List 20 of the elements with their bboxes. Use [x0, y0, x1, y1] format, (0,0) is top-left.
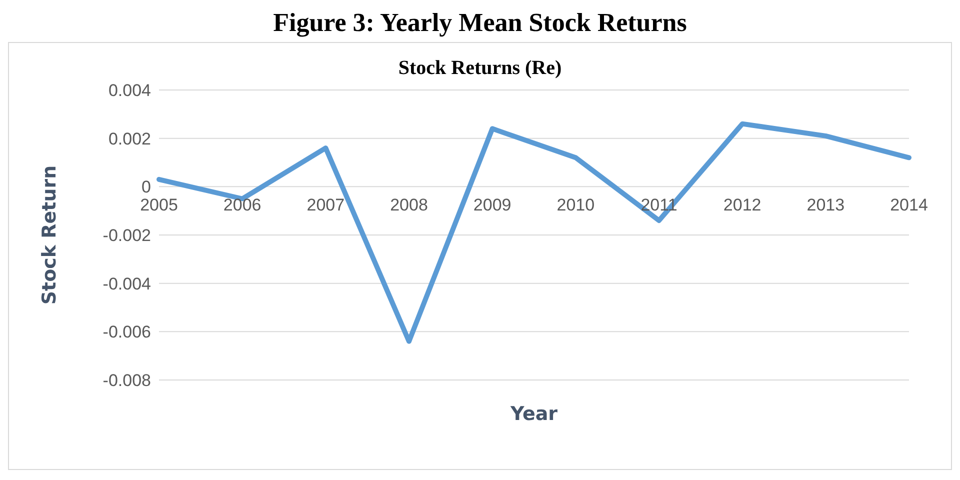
- x-tick-label: 2005: [140, 196, 178, 215]
- x-tick-label: 2013: [806, 196, 845, 215]
- y-axis-title: Stock Return: [38, 165, 61, 305]
- x-tick-label: 2012: [723, 196, 762, 215]
- y-tick-label: 0.004: [108, 81, 151, 100]
- x-tick-label: 2007: [306, 196, 345, 215]
- y-tick-label: -0.006: [102, 322, 151, 342]
- y-tick-label: 0: [142, 178, 151, 197]
- x-tick-label: 2014: [890, 196, 928, 215]
- y-tick-label: -0.008: [102, 371, 151, 390]
- y-tick-label: -0.004: [102, 274, 151, 294]
- x-tick-label: 2009: [473, 196, 512, 215]
- x-tick-label: 2010: [556, 196, 595, 215]
- x-tick-label: 2006: [223, 196, 262, 215]
- y-tick-label: 0.002: [108, 129, 151, 148]
- x-tick-label: 2008: [390, 196, 428, 215]
- x-axis-title: Year: [509, 403, 558, 425]
- chart-subtitle: Stock Returns (Re): [397, 57, 563, 80]
- chart-title: Figure 3: Yearly Mean Stock Returns: [272, 8, 688, 38]
- y-tick-label: -0.002: [102, 226, 151, 246]
